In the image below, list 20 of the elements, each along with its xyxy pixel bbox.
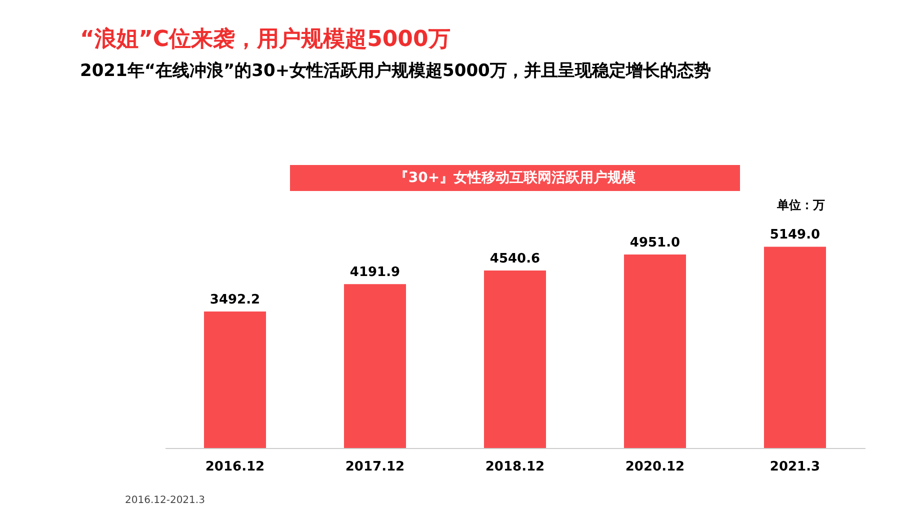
- chart-subtitle: 2021年“在线冲浪”的30+女性活跃用户规模超5000万，并且呈现稳定增长的态势: [80, 61, 711, 81]
- text: 单位：万: [776, 198, 825, 212]
- x-tick-label: 2016.12: [205, 460, 265, 474]
- bar: [484, 270, 546, 448]
- data-label: 5149.0: [770, 228, 820, 243]
- x-tick-label: 2017.12: [345, 460, 405, 474]
- data-label: 4540.6: [490, 252, 540, 267]
- bar: [764, 246, 826, 448]
- x-tick-label: 2018.12: [485, 460, 545, 474]
- bar: [624, 254, 686, 448]
- text: 『30+』女性移动互联网活跃用户规模: [394, 169, 637, 186]
- chart-title: “浪姐”C位来袭，用户规模超5000万: [80, 26, 450, 52]
- bar: [204, 311, 266, 448]
- x-tick-label: 2021.3: [770, 460, 820, 474]
- data-label: 3492.2: [210, 292, 260, 308]
- data-label: 4951.0: [630, 235, 680, 250]
- bar: [344, 284, 406, 448]
- data-label: 4191.9: [350, 265, 400, 280]
- x-tick-label: 2020.12: [625, 460, 685, 474]
- text: 2016.12-2021.3: [125, 495, 205, 506]
